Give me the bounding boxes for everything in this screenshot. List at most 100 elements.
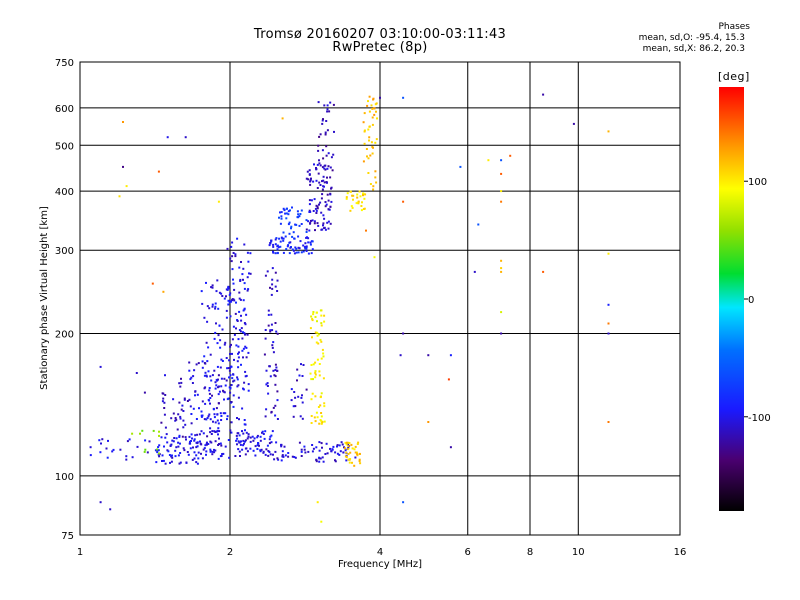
echo-point (193, 438, 196, 441)
echo-point (209, 431, 212, 434)
echo-point (349, 458, 352, 460)
echo-point (326, 221, 329, 224)
echo-point (283, 209, 286, 212)
echo-point (318, 181, 321, 184)
echo-point (161, 454, 164, 457)
echo-point (214, 381, 217, 384)
echo-point (237, 356, 240, 359)
echo-point (322, 460, 325, 463)
echo-point (326, 193, 329, 196)
echo-point (280, 459, 283, 462)
echo-point (297, 395, 300, 398)
echo-point (356, 451, 358, 454)
echo-point (298, 247, 301, 250)
echo-point (363, 197, 366, 200)
echo-point (237, 432, 240, 435)
echo-point (318, 370, 321, 373)
echo-point (368, 136, 371, 139)
echo-point (175, 418, 178, 421)
echo-point (183, 397, 186, 400)
echo-point (264, 274, 267, 277)
echo-point (299, 415, 302, 418)
echo-point (322, 222, 325, 225)
echo-point (295, 251, 298, 254)
echo-point (228, 369, 231, 372)
echo-point (347, 453, 350, 455)
echo-point (369, 154, 372, 157)
echo-point (197, 457, 200, 460)
echo-point (289, 246, 292, 249)
echo-point (287, 455, 290, 458)
echo-point (367, 157, 370, 160)
echo-point (208, 387, 211, 389)
echo-point (360, 205, 363, 207)
echo-point (312, 311, 315, 313)
echo-point (214, 421, 217, 424)
echo-point (298, 224, 301, 227)
echo-point (310, 252, 313, 255)
echo-point (210, 441, 213, 444)
echo-point (321, 188, 324, 191)
echo-point (263, 353, 266, 356)
echo-point (237, 352, 239, 355)
echo-point (118, 195, 121, 198)
echo-point (329, 192, 332, 195)
echo-point (193, 369, 196, 372)
echo-point (345, 441, 348, 444)
echo-point (229, 257, 232, 260)
echo-point (276, 279, 279, 282)
echo-point (303, 448, 306, 451)
echo-point (217, 374, 220, 377)
echo-point (162, 459, 165, 462)
echo-point (256, 444, 259, 447)
echo-point (232, 394, 235, 397)
echo-point (249, 272, 252, 275)
echo-point (218, 385, 220, 388)
echo-point (374, 176, 377, 179)
echo-point (160, 436, 163, 439)
echo-point (310, 398, 313, 401)
echo-point (242, 388, 245, 391)
echo-point (350, 443, 353, 446)
echo-point (229, 292, 232, 295)
echo-point (217, 378, 219, 381)
echo-point (241, 273, 244, 276)
echo-point (374, 141, 377, 144)
echo-point (232, 373, 235, 376)
echo-point (324, 201, 327, 203)
echo-point (242, 444, 245, 447)
echo-point (271, 287, 274, 290)
echo-point (345, 443, 348, 446)
echo-point (310, 199, 313, 202)
echo-point (289, 209, 291, 212)
echo-point (237, 440, 240, 443)
echo-point (269, 453, 272, 456)
echo-point (232, 325, 235, 328)
echo-point (324, 168, 327, 171)
echo-point (180, 381, 183, 384)
echo-point (500, 332, 503, 335)
echo-point (184, 136, 187, 139)
echo-point (314, 331, 317, 334)
echo-point (267, 324, 270, 327)
echo-point (500, 159, 503, 162)
echo-point (314, 370, 317, 373)
echo-point (308, 211, 311, 213)
echo-point (509, 154, 512, 157)
echo-point (220, 419, 223, 421)
echo-point (204, 362, 207, 365)
echo-point (195, 363, 198, 366)
echo-point (329, 101, 332, 104)
echo-point (217, 200, 220, 203)
echo-point (207, 370, 210, 373)
echo-point (196, 445, 199, 448)
echo-point (291, 248, 294, 251)
echo-point (276, 369, 279, 372)
echo-point (261, 431, 263, 434)
echo-point (315, 167, 317, 169)
echo-point (324, 453, 327, 455)
echo-point (284, 212, 287, 215)
echo-point (151, 282, 154, 285)
echo-point (179, 442, 181, 445)
echo-point (265, 448, 268, 451)
